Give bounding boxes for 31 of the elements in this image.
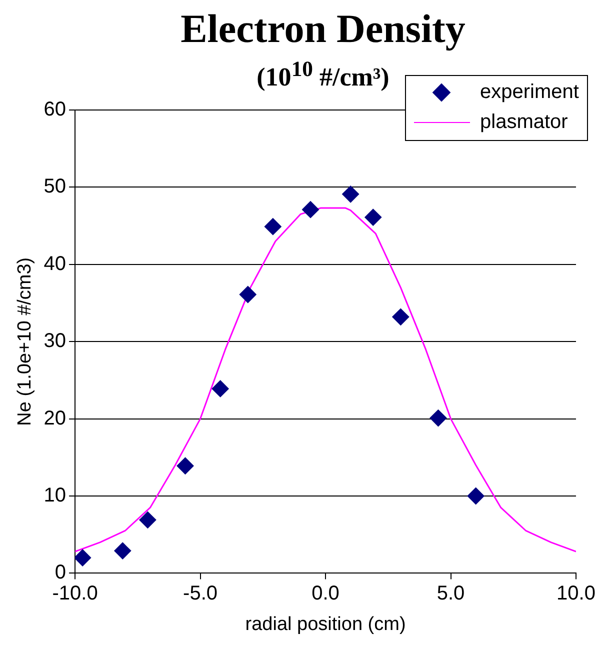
point [212,380,229,397]
legend-label: plasmator [480,111,568,134]
point [264,218,282,235]
chart-title: Electron Density [180,6,466,52]
y-tick-label: 10 [44,484,66,506]
point [139,511,156,528]
x-tick-label: 10.0 [556,582,596,604]
legend-label: experiment [480,81,579,104]
point [392,308,410,326]
point [239,286,256,303]
point [75,548,92,566]
x-tick-label: -10.0 [52,582,98,604]
y-tick-label: 60 [44,98,66,120]
y-tick-label: 0 [54,561,66,584]
chart-subtitle: (10$^{10}$ #/cm³) [256,57,390,92]
y-axis-title: Ne (1.0e+10 #/cm3) [14,257,36,426]
y-tick-label: 20 [44,406,66,429]
y-tick-label: 30 [44,330,66,352]
x-tick-label: -5.0 [183,582,218,604]
x-tick-label: 0.0 [312,582,340,604]
point [114,542,132,559]
point [467,487,484,504]
point [364,208,382,226]
y-tick-label: 40 [44,252,66,275]
point [342,185,360,202]
point [176,457,194,474]
x-axis-title: radial position (cm) [245,613,406,634]
x-tick-label: 5.0 [436,582,465,604]
point [302,200,319,218]
point [430,409,447,426]
y-tick-label: 50 [44,175,66,198]
